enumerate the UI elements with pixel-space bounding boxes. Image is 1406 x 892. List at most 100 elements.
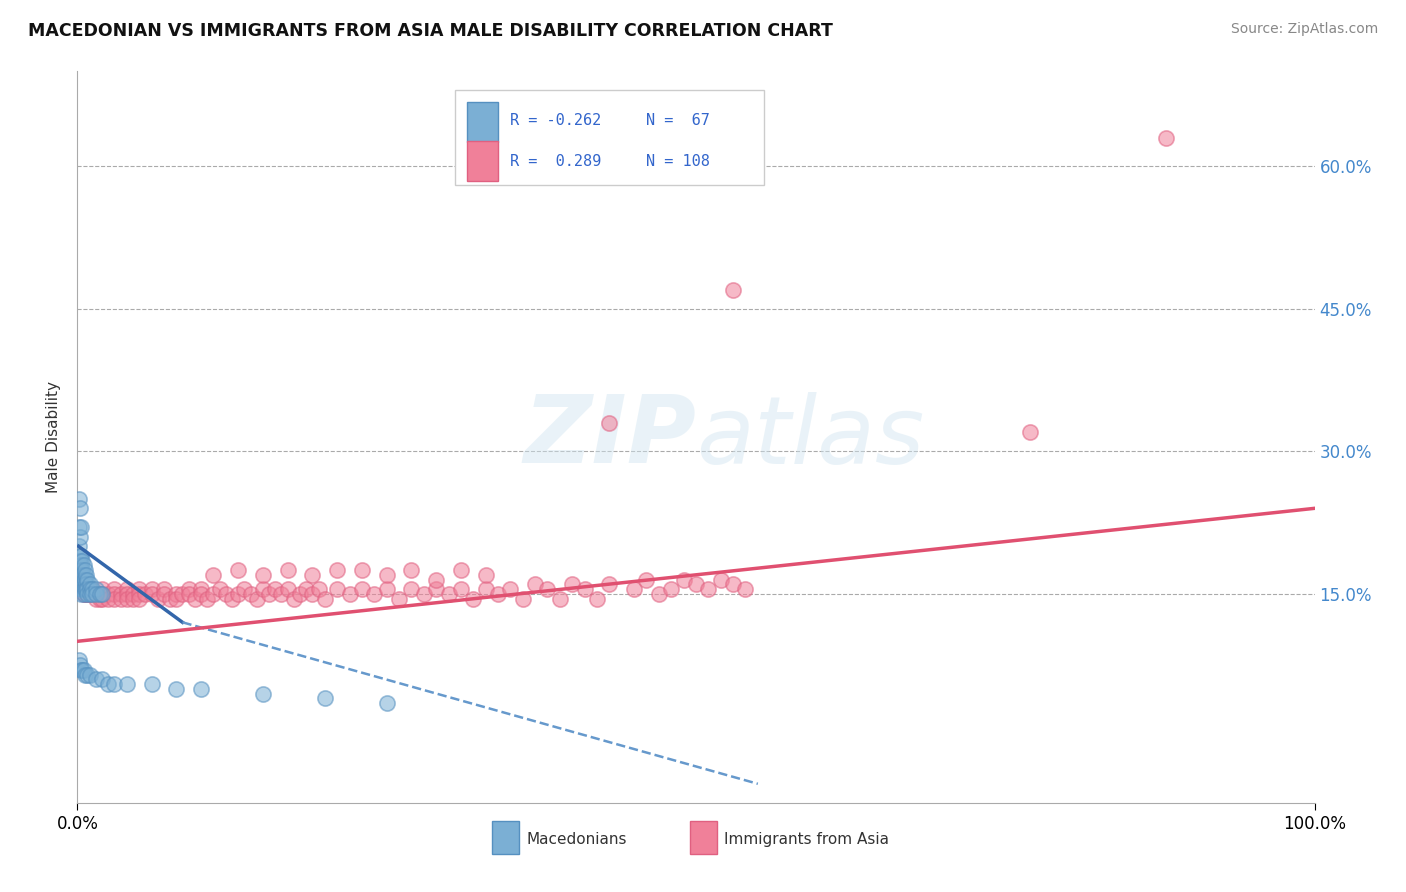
Point	[70, 573, 93, 587]
Point	[91, 582, 114, 596]
Point	[598, 416, 620, 430]
Point	[75, 577, 97, 591]
Point	[128, 587, 150, 601]
Point	[463, 591, 485, 606]
Point	[375, 567, 398, 582]
Point	[375, 582, 398, 596]
Point	[697, 582, 720, 596]
Point	[72, 582, 94, 596]
Point	[474, 582, 496, 596]
Point	[239, 587, 262, 601]
Point	[82, 582, 104, 596]
Point	[450, 582, 472, 596]
Point	[252, 687, 274, 701]
Point	[190, 681, 212, 696]
Point	[91, 591, 114, 606]
Point	[89, 587, 111, 601]
Point	[425, 582, 447, 596]
Point	[103, 677, 125, 691]
Point	[233, 582, 256, 596]
Point	[72, 573, 94, 587]
Point	[79, 582, 101, 596]
Point	[103, 582, 125, 596]
Point	[97, 591, 120, 606]
Point	[252, 582, 274, 596]
Point	[91, 673, 114, 687]
Point	[70, 567, 93, 582]
Point	[437, 587, 460, 601]
Point	[672, 573, 695, 587]
Point	[586, 591, 609, 606]
Point	[401, 563, 423, 577]
Point	[70, 582, 93, 596]
Point	[153, 582, 176, 596]
Point	[82, 587, 104, 601]
Point	[103, 591, 125, 606]
Point	[79, 667, 101, 681]
Point	[288, 587, 311, 601]
Point	[215, 587, 238, 601]
Point	[76, 573, 98, 587]
Point	[70, 563, 93, 577]
Point	[146, 591, 169, 606]
Point	[69, 501, 91, 516]
Point	[75, 582, 97, 596]
Point	[77, 582, 100, 596]
Point	[277, 563, 299, 577]
Point	[70, 573, 93, 587]
Point	[115, 582, 138, 596]
Bar	[492, 822, 519, 854]
Point	[89, 591, 111, 606]
Point	[301, 587, 323, 601]
Point	[512, 591, 534, 606]
Point	[314, 691, 336, 706]
Point	[710, 573, 733, 587]
Point	[128, 591, 150, 606]
Point	[69, 567, 91, 582]
Point	[82, 582, 104, 596]
Point	[295, 582, 318, 596]
Point	[97, 677, 120, 691]
Text: N =  67: N = 67	[647, 113, 710, 128]
Point	[277, 582, 299, 596]
Point	[648, 587, 671, 601]
Point	[524, 577, 547, 591]
Point	[72, 558, 94, 573]
Point	[84, 582, 107, 596]
Point	[79, 582, 101, 596]
Point	[72, 563, 94, 577]
Point	[283, 591, 305, 606]
Point	[84, 591, 107, 606]
Point	[122, 591, 145, 606]
Point	[128, 582, 150, 596]
Point	[69, 553, 91, 567]
Bar	[454, 89, 763, 185]
Point	[425, 573, 447, 587]
Point	[202, 587, 225, 601]
Point	[70, 558, 93, 573]
Point	[165, 591, 187, 606]
Point	[76, 582, 98, 596]
Point	[84, 673, 107, 687]
Point	[72, 663, 94, 677]
Point	[401, 582, 423, 596]
Point	[721, 577, 744, 591]
Point	[623, 582, 645, 596]
Point	[72, 567, 94, 582]
Point	[70, 549, 93, 563]
Point	[499, 582, 522, 596]
Point	[486, 587, 509, 601]
Point	[134, 587, 156, 601]
Point	[141, 677, 163, 691]
Point	[82, 587, 104, 601]
Point	[548, 591, 571, 606]
Point	[685, 577, 707, 591]
Point	[270, 587, 292, 601]
Point	[172, 587, 194, 601]
Point	[363, 587, 385, 601]
Point	[69, 563, 91, 577]
Text: R =  0.289: R = 0.289	[510, 153, 602, 169]
Point	[73, 667, 96, 681]
Point	[72, 582, 94, 596]
Point	[73, 587, 96, 601]
